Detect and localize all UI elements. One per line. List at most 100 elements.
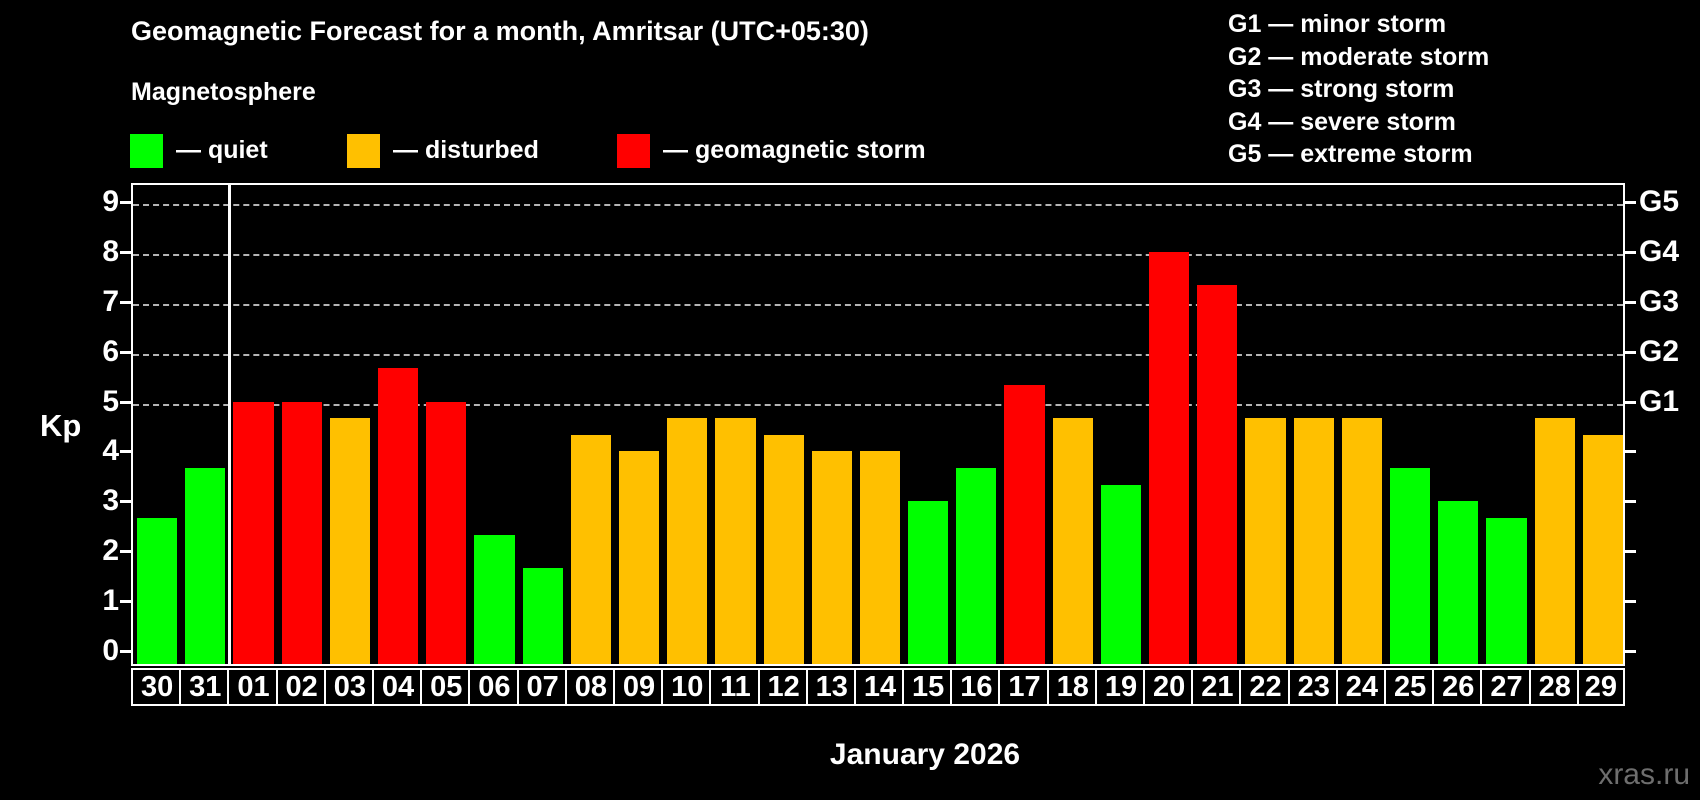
bar-day-13 [811, 451, 852, 664]
bar-day-20 [1149, 251, 1190, 664]
y-tick-label-1: 1 [102, 584, 119, 618]
bar-day-03 [329, 417, 370, 664]
y-tick-left-8 [120, 250, 132, 254]
g-scale-legend-item: G5 — extreme storm [1228, 140, 1473, 168]
g-scale-legend-item: G1 — minor storm [1228, 10, 1447, 38]
legend-label-disturbed: — disturbed [393, 136, 539, 164]
bar-day-17 [1004, 385, 1045, 664]
day-label-29: 29 [1576, 668, 1625, 706]
y-tick-label-5: 5 [102, 384, 119, 418]
day-label-27: 27 [1480, 668, 1531, 706]
y-tick-right-4 [1624, 450, 1636, 454]
day-label-24: 24 [1335, 668, 1387, 706]
bar-day-21 [1197, 285, 1238, 664]
day-label-12: 12 [757, 668, 808, 706]
y-tick-left-7 [120, 300, 132, 304]
gridline-kp7 [133, 303, 1623, 306]
y-tick-label-9: 9 [102, 184, 119, 218]
y-tick-right-8 [1624, 250, 1636, 254]
legend-label-storm: — geomagnetic storm [663, 136, 926, 164]
disturbed-swatch-icon [347, 134, 380, 168]
bar-day-12 [763, 434, 804, 664]
bar-day-11 [715, 417, 756, 664]
day-label-10: 10 [661, 668, 712, 706]
day-label-04: 04 [371, 668, 423, 706]
day-label-30: 30 [131, 668, 182, 706]
legend-item-disturbed: — disturbed [347, 130, 587, 172]
x-axis-title: January 2026 [829, 738, 1021, 771]
bar-day-04 [377, 368, 419, 664]
right-axis-label-G3: G3 [1639, 284, 1680, 318]
day-label-13: 13 [805, 668, 856, 706]
g-scale-legend-item: G3 — strong storm [1228, 75, 1455, 103]
g-scale-legend-item: G2 — moderate storm [1228, 42, 1490, 71]
y-axis-title: Kp [40, 408, 82, 443]
y-tick-left-5 [120, 400, 132, 404]
bar-day-22 [1245, 417, 1286, 664]
day-label-23: 23 [1287, 668, 1338, 706]
legend-item-storm: — geomagnetic storm [617, 130, 977, 172]
y-tick-label-3: 3 [102, 484, 119, 518]
bar-day-08 [570, 434, 611, 664]
bar-day-26 [1438, 501, 1479, 664]
y-tick-label-4: 4 [102, 434, 119, 468]
page-title: Geomagnetic Forecast for a month, Amrits… [131, 16, 869, 46]
gridline-kp6 [133, 353, 1623, 356]
y-tick-right-7 [1624, 300, 1636, 304]
day-label-02: 02 [275, 668, 326, 706]
gridline-kp5 [133, 403, 1623, 406]
g-scale-legend-item: G4 — severe storm [1228, 107, 1456, 136]
y-tick-right-0 [1624, 650, 1636, 653]
day-label-03: 03 [323, 668, 374, 706]
day-label-05: 05 [420, 668, 471, 706]
legend-item-quiet: — quiet [130, 130, 330, 172]
month-separator [227, 185, 231, 664]
day-label-07: 07 [516, 668, 567, 706]
y-tick-left-9 [120, 200, 132, 204]
bar-day-19 [1100, 484, 1142, 664]
bar-day-29 [1582, 434, 1623, 664]
y-tick-right-1 [1624, 600, 1636, 604]
day-label-11: 11 [709, 668, 760, 706]
y-tick-left-0 [120, 650, 132, 653]
g-scale-legend: G1 — minor storm G2 — moderate storm G3 — … [1228, 8, 1489, 171]
bar-day-14 [859, 451, 901, 664]
day-label-06: 06 [468, 668, 519, 706]
y-tick-label-2: 2 [102, 534, 119, 568]
x-axis-day-labels: 30 31 01 02 03 04 05 06 07 08 09 10 11 12 13 14 15 16 17 18… [131, 668, 1625, 706]
y-tick-left-2 [120, 550, 132, 554]
bar-day-24 [1341, 417, 1383, 664]
quiet-swatch-icon [130, 134, 163, 168]
day-label-08: 08 [564, 668, 615, 706]
right-axis-label-G2: G2 [1639, 334, 1680, 368]
bar-day-18 [1052, 417, 1093, 664]
y-tick-right-9 [1624, 200, 1636, 204]
day-label-22: 22 [1239, 668, 1290, 706]
bar-day-01 [233, 401, 274, 664]
day-label-14: 14 [853, 668, 905, 706]
y-tick-label-6: 6 [102, 334, 119, 368]
day-label-21: 21 [1191, 668, 1242, 706]
bar-day-27 [1486, 517, 1527, 664]
day-label-16: 16 [950, 668, 1001, 706]
right-axis-label-G1: G1 [1639, 384, 1680, 418]
y-tick-left-3 [120, 500, 132, 504]
storm-swatch-icon [617, 134, 650, 168]
watermark: xras.ru [1598, 758, 1690, 791]
y-tick-left-6 [120, 350, 132, 354]
bar-day-23 [1293, 417, 1334, 664]
day-label-28: 28 [1528, 668, 1579, 706]
day-label-15: 15 [902, 668, 953, 706]
day-label-25: 25 [1384, 668, 1435, 706]
y-tick-right-5 [1624, 400, 1636, 404]
y-tick-left-1 [120, 600, 132, 604]
y-tick-left-4 [120, 450, 132, 454]
bar-day-02 [281, 401, 322, 664]
day-label-01: 01 [227, 668, 278, 706]
y-tick-right-3 [1624, 500, 1636, 504]
day-label-20: 20 [1143, 668, 1194, 706]
magnetosphere-label: Magnetosphere [131, 78, 316, 106]
day-label-09: 09 [612, 668, 664, 706]
day-label-18: 18 [1046, 668, 1097, 706]
y-tick-right-2 [1624, 550, 1636, 554]
